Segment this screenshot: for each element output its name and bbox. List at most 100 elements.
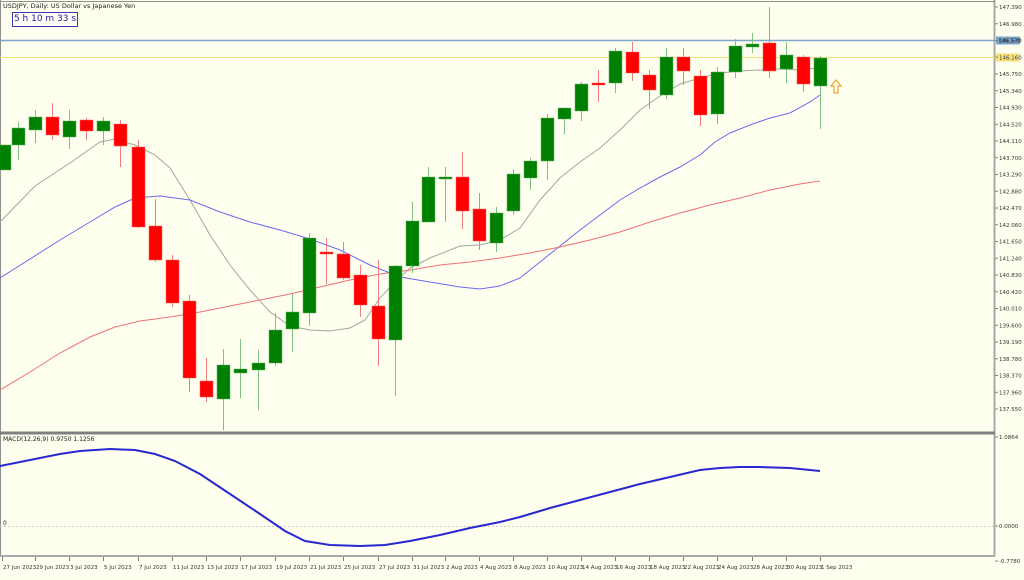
macd-label: MACD(12,26,9) 0.9750 1.1256 [3, 436, 95, 443]
price-tick: 145.750 [999, 72, 1022, 78]
candle [302, 237, 317, 314]
date-tick: 28 Aug 2023 [753, 565, 789, 571]
price-tick: 144.110 [999, 139, 1022, 145]
date-tick: 3 Jul 2023 [70, 565, 98, 571]
svg-text:146.570: 146.570 [998, 39, 1021, 45]
candle [233, 368, 248, 374]
candle [762, 42, 777, 72]
price-tick: 140.830 [999, 273, 1022, 279]
candle [165, 259, 180, 304]
macd-panel [0, 447, 994, 548]
candle [405, 220, 420, 267]
date-tick: 2 Aug 2023 [446, 565, 478, 571]
candle [659, 56, 674, 96]
date-tick: 30 Aug 2023 [787, 565, 823, 571]
price-tick: 140.010 [999, 307, 1022, 313]
price-tick: 141.650 [999, 240, 1022, 246]
date-tick: 25 Jul 2023 [344, 565, 376, 571]
price-tick: 144.930 [999, 106, 1022, 112]
price-tick: 142.060 [999, 223, 1022, 229]
date-tick: 18 Aug 2023 [650, 565, 686, 571]
price-tick: 142.470 [999, 206, 1022, 212]
ma-slow-line [0, 180, 821, 391]
candle [62, 120, 77, 138]
candle [557, 107, 572, 120]
candle [182, 300, 197, 379]
candle [96, 120, 111, 132]
moving-averages [0, 67, 821, 391]
date-tick: 8 Aug 2023 [514, 565, 546, 571]
candle [523, 160, 538, 179]
price-tick: 143.700 [999, 156, 1022, 162]
price-axis: 147.390 146.980 146.570 146.160 145.750 145.3… [995, 5, 1022, 413]
candlesticks [0, 7, 828, 430]
candle [813, 57, 828, 87]
price-tick: 140.420 [999, 290, 1022, 296]
candle [489, 212, 504, 244]
price-tick: 146.980 [999, 22, 1022, 28]
candle [574, 83, 589, 112]
candle [745, 43, 760, 48]
date-tick: 27 Jul 2023 [379, 565, 411, 571]
up-arrow-icon [829, 79, 843, 94]
price-tick: 137.550 [999, 407, 1022, 413]
candle [45, 116, 60, 136]
date-tick: 29 Jun 2023 [36, 565, 70, 571]
price-tick: 143.290 [999, 173, 1022, 179]
macd-axis: 1.0864 0.0000 -0.7780 [995, 435, 1021, 565]
candle [608, 50, 623, 84]
candle [472, 208, 487, 242]
candle [455, 176, 470, 212]
candle [506, 173, 521, 212]
price-tick: 147.390 [999, 5, 1022, 11]
price-tick: 138.780 [999, 357, 1022, 363]
date-tick: 1 Sep 2023 [821, 565, 853, 571]
date-tick: 31 Jul 2023 [413, 565, 445, 571]
candle [625, 51, 640, 74]
candle [0, 144, 12, 171]
date-tick: 19 Jul 2023 [276, 565, 308, 571]
svg-text:0.0000: 0.0000 [999, 524, 1019, 530]
horizontal-levels[interactable]: 146.570 146.155 [0, 36, 1021, 62]
candle [710, 71, 725, 115]
price-tick: 145.340 [999, 89, 1022, 95]
price-tick: 146.570 [999, 39, 1022, 45]
candle [28, 116, 43, 131]
svg-text:146.155: 146.155 [998, 56, 1021, 62]
price-tick: 141.240 [999, 256, 1022, 262]
candle [371, 305, 386, 340]
time-axis: 27 Jun 2023 29 Jun 2023 3 Jul 2023 5 Jul 20… [2, 557, 853, 571]
candle [642, 74, 657, 91]
ma-fast-line [0, 67, 816, 332]
svg-text:1.0864: 1.0864 [999, 435, 1019, 441]
candle [199, 380, 214, 398]
date-tick: 5 Jul 2023 [104, 565, 132, 571]
date-tick: 4 Aug 2023 [480, 565, 512, 571]
date-tick: 17 Jul 2023 [241, 565, 273, 571]
macd-line [0, 447, 821, 548]
date-tick: 16 Aug 2023 [616, 565, 652, 571]
date-tick: 22 Aug 2023 [684, 565, 720, 571]
chart-title: USDJPY, Daily: US Dollar vs Japanese Yen [3, 2, 136, 10]
candle [113, 123, 128, 147]
date-tick: 27 Jun 2023 [3, 565, 37, 571]
bar-countdown: 5 h 10 m 33 s [12, 12, 78, 27]
candle [796, 56, 811, 85]
date-tick: 14 Aug 2023 [582, 565, 618, 571]
macd-zero-label: 0 [3, 520, 7, 527]
candle [728, 45, 743, 73]
candle [216, 364, 231, 400]
price-tick: 142.880 [999, 189, 1022, 195]
svg-text:-0.7780: -0.7780 [999, 559, 1021, 565]
price-tick: 139.600 [999, 323, 1022, 329]
candle [319, 251, 334, 255]
candle [540, 117, 555, 162]
candle [388, 265, 403, 341]
date-tick: 10 Aug 2023 [548, 565, 584, 571]
candle [676, 56, 691, 72]
date-tick: 11 Jul 2023 [173, 565, 205, 571]
price-tick: 139.190 [999, 340, 1022, 346]
date-tick: 7 Jul 2023 [139, 565, 167, 571]
